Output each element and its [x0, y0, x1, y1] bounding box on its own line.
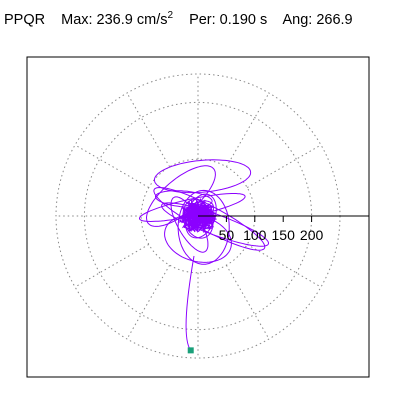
trace-tail	[185, 255, 195, 351]
motion-trace	[139, 159, 270, 354]
plot-frame	[26, 56, 370, 378]
trace-loop-7	[170, 196, 209, 253]
angle-readout: Ang: 266.9	[282, 12, 352, 28]
max-amplitude-marker	[187, 347, 194, 354]
max-value: 236.9 cm/s	[96, 11, 168, 28]
period-value: 0.190 s	[219, 11, 268, 28]
radial-tick-label-150: 150	[272, 227, 296, 243]
max-readout: Max: 236.9 cm/s2	[61, 10, 174, 28]
trace-loop-6	[184, 193, 217, 239]
grid-spoke-60	[225, 92, 270, 168]
max-unit-superscript: 2	[167, 10, 174, 21]
radial-tick-label-100: 100	[243, 227, 267, 243]
station-code: PPQR	[4, 11, 46, 28]
grid-spoke-330	[246, 243, 322, 288]
angle-value: 266.9	[316, 11, 353, 28]
grid-spoke-300	[225, 264, 270, 340]
chart-header: PPQR Max: 236.9 cm/s2 Per: 0.190 s Ang: 266…	[4, 10, 365, 40]
radial-axis: 50 100 150 200	[198, 215, 369, 243]
max-label: Max:	[61, 11, 93, 28]
grid-spoke-210	[74, 243, 150, 288]
grid-spoke-30	[246, 144, 322, 189]
period-label: Per:	[189, 11, 216, 28]
angle-label: Ang:	[282, 11, 313, 28]
grid-spoke-240	[126, 264, 171, 340]
grid-spoke-150	[74, 144, 150, 189]
trace-core	[178, 197, 219, 233]
trace-loop-2	[161, 202, 270, 247]
trace-loop-9	[177, 189, 230, 265]
trace-loop-5	[139, 193, 246, 223]
trace-loop-3	[145, 165, 216, 227]
grid-spoke-120	[126, 92, 171, 168]
trace-loop-0	[153, 159, 252, 194]
radial-tick-label-50: 50	[219, 227, 235, 243]
trace-loop-4	[164, 214, 232, 263]
radial-tick-label-200: 200	[300, 227, 324, 243]
period-readout: Per: 0.190 s	[189, 12, 267, 28]
